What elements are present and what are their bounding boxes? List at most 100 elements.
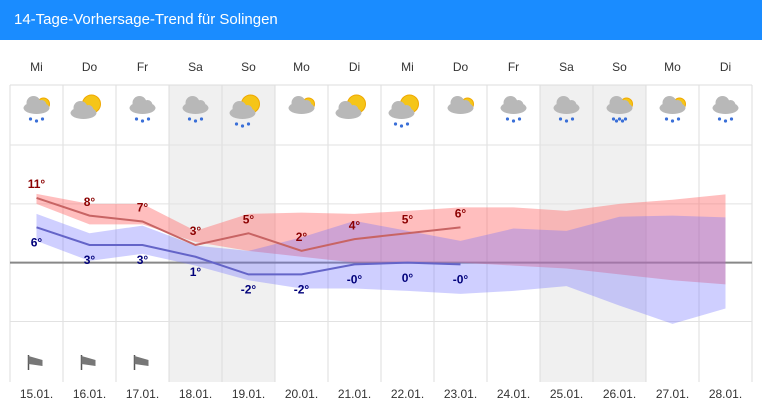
- raindrop: [723, 119, 728, 123]
- raindrop: [246, 122, 251, 126]
- weather-icon: [335, 94, 366, 119]
- weather-icon: [606, 96, 633, 123]
- weekday-label: Fr: [508, 60, 519, 74]
- value-label: 8°: [84, 195, 96, 209]
- value-label: 6°: [31, 236, 43, 250]
- value-label: 3°: [137, 253, 149, 267]
- wind-sock: [81, 356, 96, 366]
- date-label: 27.01.: [656, 387, 689, 401]
- date-label: 23.01.: [444, 387, 477, 401]
- weekday-label: Fr: [137, 60, 148, 74]
- value-label: 7°: [137, 201, 149, 215]
- cloud: [301, 100, 312, 110]
- weather-icon: [229, 94, 260, 128]
- raindrop: [40, 117, 45, 121]
- raindrop: [199, 117, 204, 121]
- raindrop: [28, 117, 33, 121]
- weather-icon: [659, 96, 686, 123]
- weather-icon: [288, 96, 315, 114]
- weekday-label: Sa: [559, 60, 574, 74]
- raindrop: [623, 117, 628, 121]
- date-label: 16.01.: [73, 387, 106, 401]
- value-label: 5°: [402, 212, 414, 226]
- wind-icon: [133, 355, 149, 370]
- raindrop: [399, 124, 404, 128]
- weekday-label: Mi: [401, 60, 414, 74]
- date-label: 28.01.: [709, 387, 742, 401]
- raindrop: [193, 119, 198, 123]
- raindrop: [564, 119, 569, 123]
- raindrop: [240, 124, 245, 128]
- chart-title: 14-Tage-Vorhersage-Trend für Solingen: [14, 11, 278, 28]
- header: [0, 0, 762, 40]
- weekday-label: Mo: [293, 60, 310, 74]
- raindrop: [558, 117, 563, 121]
- value-label: 5°: [243, 212, 255, 226]
- value-label: 3°: [190, 224, 202, 238]
- temperature-line: [36, 226, 461, 276]
- cloud: [513, 100, 524, 110]
- value-label: 2°: [296, 230, 308, 244]
- weather-icon: [23, 96, 50, 123]
- wind-sock: [28, 356, 43, 366]
- value-label: -0°: [453, 273, 469, 287]
- cloud: [725, 100, 736, 110]
- raindrop: [146, 117, 151, 121]
- weather-icon: [129, 96, 156, 123]
- raindrop: [570, 117, 575, 121]
- date-label: 15.01.: [20, 387, 53, 401]
- weekday-label: Do: [82, 60, 98, 74]
- date-label: 26.01.: [603, 387, 636, 401]
- weather-icon: [500, 96, 527, 123]
- weather-icon: [553, 96, 580, 123]
- cloud: [83, 105, 94, 115]
- date-label: 24.01.: [497, 387, 530, 401]
- cloud: [242, 105, 253, 115]
- raindrop: [134, 117, 139, 121]
- raindrop: [617, 117, 622, 121]
- raindrop: [34, 119, 39, 123]
- cloud: [672, 100, 683, 110]
- raindrop: [620, 119, 625, 123]
- weekday-label: Mi: [30, 60, 43, 74]
- cloud: [348, 105, 359, 115]
- weather-icon: [388, 94, 419, 128]
- raindrop: [393, 122, 398, 126]
- cloud: [619, 100, 630, 110]
- raindrop: [717, 117, 722, 121]
- date-label: 25.01.: [550, 387, 583, 401]
- raindrop: [614, 119, 619, 123]
- cloud: [460, 100, 471, 110]
- weekday-label: Mo: [664, 60, 681, 74]
- raindrop: [140, 119, 145, 123]
- raindrop: [505, 117, 510, 121]
- value-label: 4°: [349, 218, 361, 232]
- wind-sock: [134, 356, 149, 366]
- weather-icon: [447, 96, 474, 114]
- temperature-line: [36, 196, 461, 252]
- raindrop: [234, 122, 239, 126]
- raindrop: [517, 117, 522, 121]
- raindrop: [511, 119, 516, 123]
- raindrop: [187, 117, 192, 121]
- weekday-label: Do: [453, 60, 469, 74]
- weather-icon: [712, 96, 739, 123]
- value-label: 6°: [455, 207, 467, 221]
- value-label: 11°: [28, 177, 46, 191]
- weekend-shade: [169, 85, 222, 382]
- wind-icon: [80, 355, 96, 370]
- date-label: 17.01.: [126, 387, 159, 401]
- cloud: [195, 100, 206, 110]
- cloud: [142, 100, 153, 110]
- weekday-label: Di: [349, 60, 360, 74]
- date-label: 19.01.: [232, 387, 265, 401]
- date-label: 20.01.: [285, 387, 318, 401]
- wind-icon: [27, 355, 43, 370]
- raindrop: [676, 117, 681, 121]
- raindrop: [405, 122, 410, 126]
- raindrop: [664, 117, 669, 121]
- raindrop: [670, 119, 675, 123]
- range-band: [36, 213, 726, 324]
- cloud: [566, 100, 577, 110]
